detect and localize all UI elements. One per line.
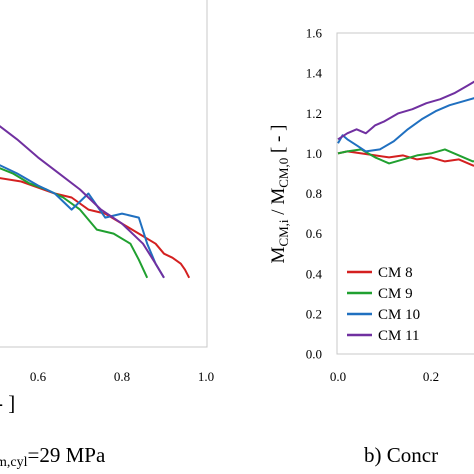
right-series-line-3 xyxy=(337,97,474,153)
right-y-tick-label: 1.2 xyxy=(306,106,322,121)
left-x-tick-label: 0.6 xyxy=(30,369,47,384)
left-series-line-2 xyxy=(0,167,149,279)
right-x-tick-label: 0.0 xyxy=(330,369,346,384)
right-series-line-2 xyxy=(337,148,474,165)
left-caption-subscript: m,cyl xyxy=(0,455,28,470)
legend: CM 8 CM 9 CM 10 CM 11 xyxy=(347,265,420,344)
left-plot-frame xyxy=(0,0,208,348)
right-y-tick-label: 1.0 xyxy=(306,146,322,161)
left-x-axis-label: - ] xyxy=(0,391,15,415)
right-y-tick-label: 0.8 xyxy=(306,186,322,201)
y-label-sub-2: CM,0 xyxy=(276,158,291,188)
y-label-tail: [ - ] xyxy=(268,125,289,158)
right-y-tick-label: 1.6 xyxy=(306,26,323,41)
right-y-axis-label: MCM,i / MCM,0 [ - ] xyxy=(268,125,291,264)
right-y-tick-label: 0.6 xyxy=(306,226,323,241)
right-plot-frame xyxy=(336,32,474,355)
left-x-tick-labels: 0.6 0.8 1.0 xyxy=(30,369,214,384)
y-label-mid: / M xyxy=(268,188,289,220)
right-caption: b) Concr xyxy=(364,443,438,467)
right-y-tick-label: 0.2 xyxy=(306,306,322,321)
left-series-line-1 xyxy=(0,177,191,279)
right-y-tick-label: 0.0 xyxy=(306,347,322,362)
right-y-tick-label: 1.4 xyxy=(306,66,323,81)
left-caption-tail: =29 MPa xyxy=(28,443,106,467)
y-label-sub-1: CM,i xyxy=(276,219,291,246)
right-x-tick-labels: 0.0 0.2 xyxy=(330,369,439,384)
left-x-tick-label: 1.0 xyxy=(198,369,214,384)
left-series-line-4 xyxy=(0,125,165,279)
left-x-tick-label: 0.8 xyxy=(114,369,130,384)
legend-entry-label: CM 8 xyxy=(378,265,413,281)
left-series-line-3 xyxy=(0,164,165,279)
right-x-tick-label: 0.2 xyxy=(423,369,439,384)
left-caption: m,cyl=29 MPa xyxy=(0,443,106,470)
right-y-tick-label: 0.4 xyxy=(306,266,323,281)
right-y-tick-labels: 0.0 0.2 0.4 0.6 0.8 1.0 1.2 1.4 1.6 xyxy=(306,26,323,362)
right-series-line-4 xyxy=(337,80,474,141)
legend-entry-label: CM 11 xyxy=(378,328,420,344)
y-label-main: M xyxy=(268,246,289,263)
legend-entry-label: CM 9 xyxy=(378,286,413,302)
legend-entry-label: CM 10 xyxy=(378,307,420,323)
left-series-group xyxy=(0,125,191,279)
right-series-group xyxy=(337,80,474,167)
